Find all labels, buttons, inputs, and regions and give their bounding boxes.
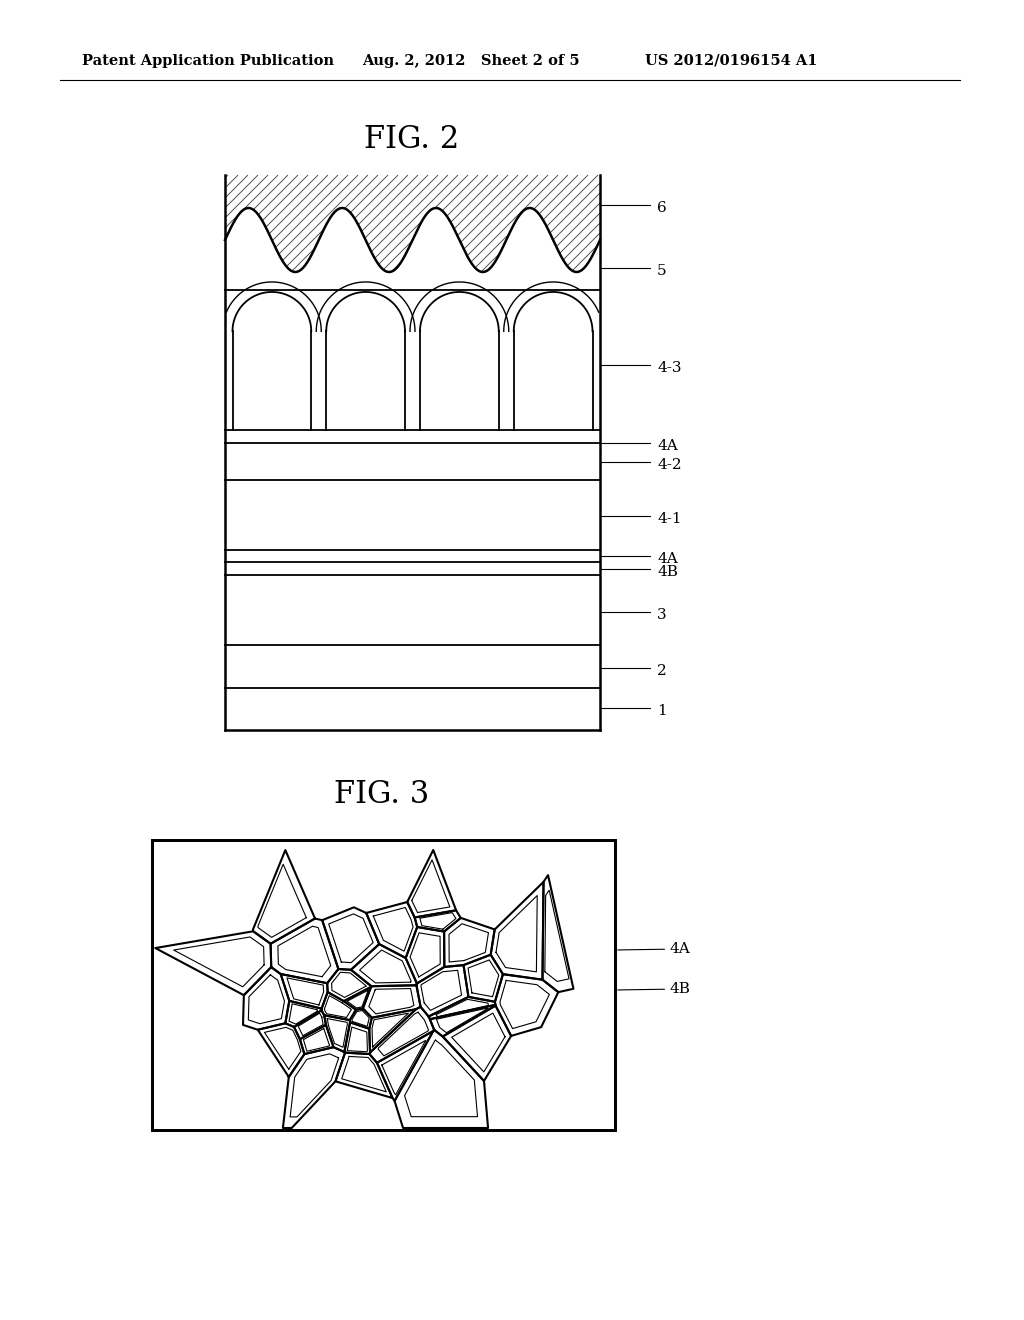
Bar: [225, 430, 600, 444]
Polygon shape: [326, 292, 406, 432]
Text: 4B: 4B: [657, 565, 678, 579]
Bar: [225, 430, 600, 444]
Polygon shape: [326, 292, 406, 432]
Polygon shape: [513, 292, 593, 432]
Polygon shape: [420, 331, 500, 432]
Polygon shape: [513, 292, 593, 432]
Bar: [225, 550, 600, 562]
Text: 4A: 4A: [657, 552, 678, 566]
Polygon shape: [419, 331, 500, 432]
Polygon shape: [326, 292, 406, 432]
Polygon shape: [232, 331, 311, 432]
Polygon shape: [232, 292, 311, 432]
Bar: [225, 176, 600, 730]
Text: Patent Application Publication: Patent Application Publication: [82, 54, 334, 69]
Polygon shape: [225, 173, 600, 272]
Text: 4A: 4A: [657, 440, 678, 453]
Polygon shape: [232, 292, 311, 432]
Polygon shape: [514, 331, 593, 430]
Polygon shape: [225, 209, 600, 730]
Text: 4-2: 4-2: [657, 458, 682, 473]
Polygon shape: [232, 331, 311, 432]
Polygon shape: [420, 292, 499, 432]
Polygon shape: [420, 331, 500, 432]
Polygon shape: [225, 290, 600, 735]
Polygon shape: [225, 170, 600, 290]
Bar: [225, 562, 600, 576]
Text: US 2012/0196154 A1: US 2012/0196154 A1: [645, 54, 817, 69]
Polygon shape: [420, 292, 500, 432]
Polygon shape: [231, 331, 312, 432]
Polygon shape: [327, 292, 406, 432]
Polygon shape: [232, 292, 311, 432]
Text: 4-1: 4-1: [657, 512, 682, 525]
Polygon shape: [231, 290, 312, 432]
Polygon shape: [513, 331, 593, 432]
Polygon shape: [513, 331, 593, 432]
Polygon shape: [225, 173, 600, 272]
Polygon shape: [420, 331, 500, 432]
Bar: [225, 430, 600, 444]
Bar: [225, 290, 600, 432]
Bar: [152, 840, 615, 1130]
Polygon shape: [232, 331, 311, 432]
Polygon shape: [232, 331, 311, 432]
Polygon shape: [326, 290, 406, 432]
Bar: [225, 562, 600, 576]
Polygon shape: [232, 292, 311, 432]
Bar: [225, 550, 600, 562]
Text: 1: 1: [657, 704, 667, 718]
Polygon shape: [326, 331, 406, 432]
Polygon shape: [232, 331, 311, 430]
Polygon shape: [326, 331, 406, 432]
Text: 5: 5: [657, 264, 667, 279]
Text: 2: 2: [657, 664, 667, 678]
Polygon shape: [420, 331, 499, 430]
Polygon shape: [420, 292, 500, 432]
Polygon shape: [420, 331, 500, 432]
Bar: [225, 550, 600, 562]
Bar: [225, 430, 600, 444]
Polygon shape: [513, 292, 593, 432]
Polygon shape: [225, 209, 600, 735]
Text: 4B: 4B: [617, 982, 691, 997]
Text: 4A: 4A: [617, 942, 691, 956]
Text: Aug. 2, 2012   Sheet 2 of 5: Aug. 2, 2012 Sheet 2 of 5: [362, 54, 580, 69]
Bar: [225, 290, 600, 430]
Polygon shape: [232, 292, 311, 432]
Polygon shape: [225, 173, 600, 272]
Polygon shape: [513, 331, 593, 432]
Text: 4-3: 4-3: [657, 360, 682, 375]
Text: FIG. 2: FIG. 2: [365, 124, 460, 154]
Polygon shape: [326, 331, 406, 432]
Bar: [225, 430, 600, 444]
Bar: [225, 430, 600, 444]
Bar: [225, 562, 600, 576]
Polygon shape: [225, 173, 600, 272]
Polygon shape: [225, 209, 600, 290]
Polygon shape: [419, 290, 500, 432]
Polygon shape: [326, 292, 406, 432]
Polygon shape: [513, 292, 593, 432]
Text: 3: 3: [657, 609, 667, 622]
Polygon shape: [420, 292, 500, 432]
Polygon shape: [513, 331, 593, 432]
Text: FIG. 3: FIG. 3: [335, 779, 430, 810]
Bar: [152, 840, 615, 1130]
Polygon shape: [513, 290, 594, 432]
Polygon shape: [225, 209, 600, 741]
Polygon shape: [326, 331, 406, 432]
Polygon shape: [327, 331, 406, 430]
Polygon shape: [326, 331, 406, 432]
Polygon shape: [514, 292, 593, 432]
Text: 6: 6: [657, 201, 667, 215]
Polygon shape: [420, 292, 500, 432]
Polygon shape: [513, 331, 594, 432]
